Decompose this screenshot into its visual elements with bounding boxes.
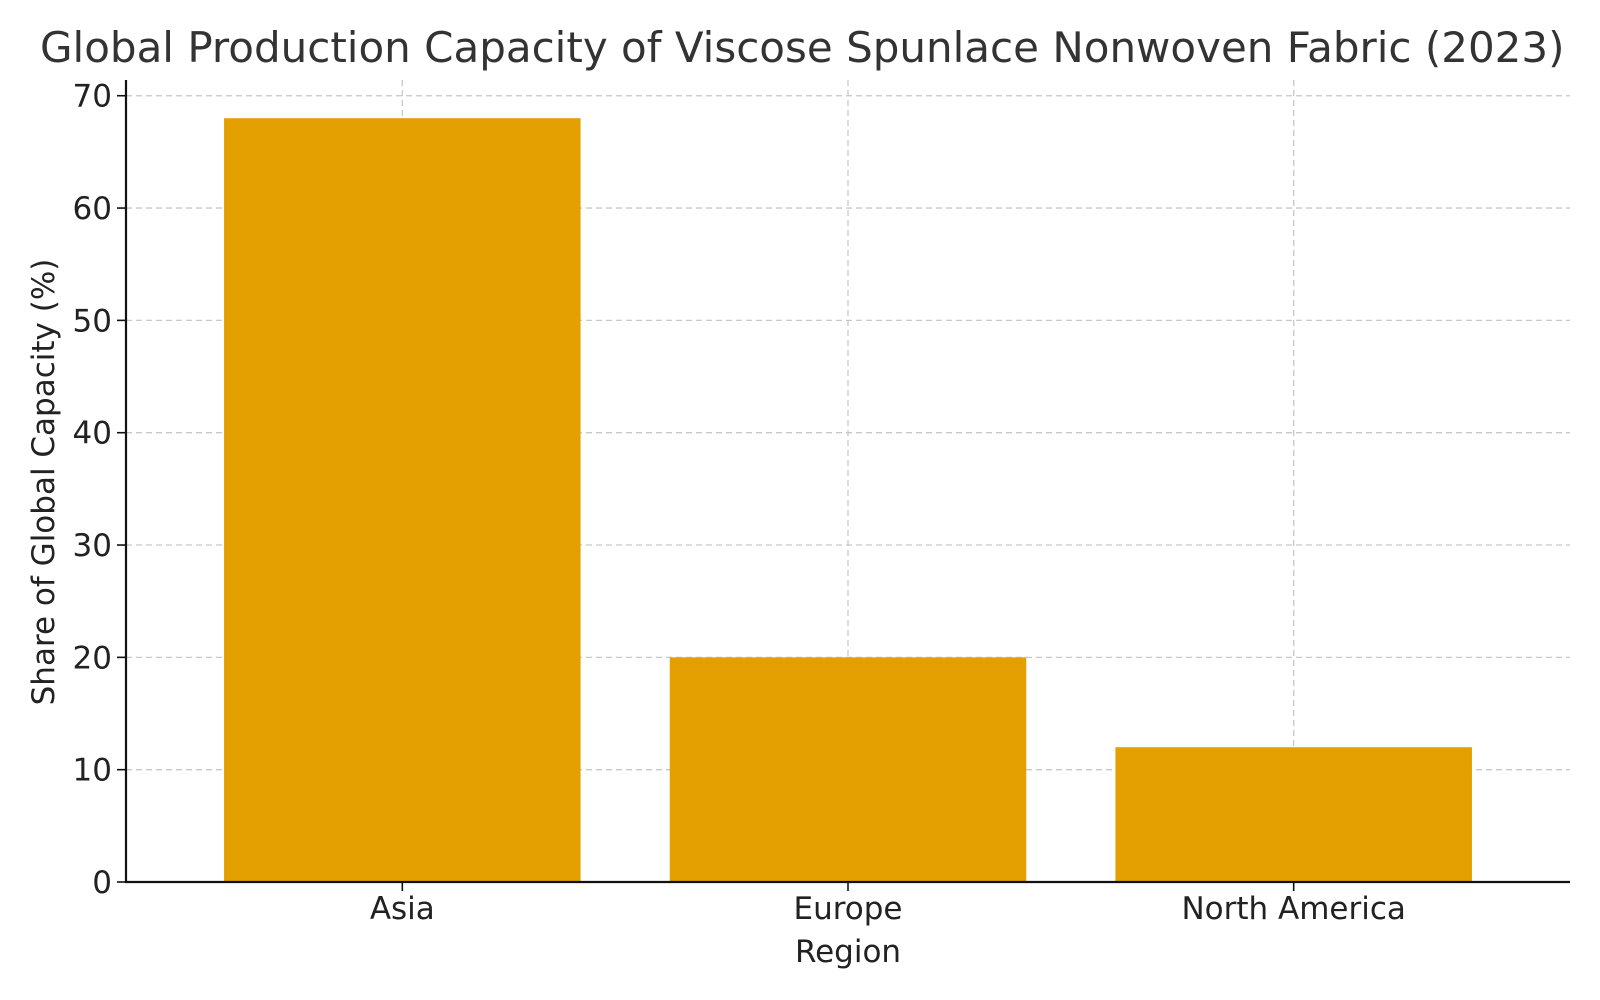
y-tick-label: 20 <box>73 640 112 676</box>
bars <box>224 118 1472 882</box>
x-tick-label: Europe <box>793 891 902 927</box>
y-tick-label: 50 <box>73 303 112 339</box>
x-tick-label: Asia <box>370 891 435 927</box>
ticks: 0 10 20 30 40 50 60 70 Asia Europe North America <box>73 79 1406 927</box>
chart-title: Global Production Capacity of Viscose Sp… <box>40 23 1565 72</box>
y-tick-label: 70 <box>73 79 112 115</box>
bar-north-america <box>1115 747 1472 882</box>
y-tick-label: 30 <box>73 528 112 564</box>
y-tick-label: 40 <box>73 416 112 452</box>
y-axis-label: Share of Global Capacity (%) <box>26 259 62 706</box>
y-tick-label: 60 <box>73 191 112 227</box>
bar-asia <box>224 118 581 882</box>
x-tick-label: North America <box>1181 891 1405 927</box>
y-tick-label: 10 <box>73 753 112 789</box>
x-axis-label: Region <box>795 934 901 970</box>
y-tick-label: 0 <box>92 865 112 901</box>
bar-europe <box>669 657 1027 882</box>
